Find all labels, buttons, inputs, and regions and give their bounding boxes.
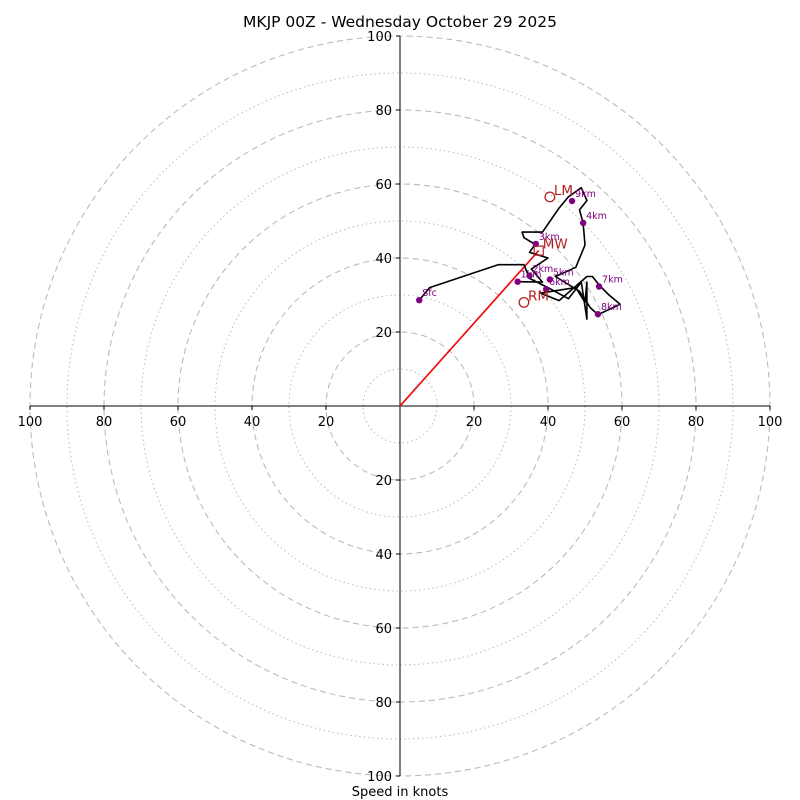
level-point-7km: [595, 283, 603, 290]
levels-layer: Sfc1km2km3km4km5km6km7km8km9km: [416, 189, 623, 318]
level-point-5km: [546, 276, 554, 283]
tick-label-y-top-60: 60: [375, 178, 392, 193]
level-point-8km: [594, 311, 602, 318]
level-label-4km: 4km: [586, 211, 607, 222]
trace-layer: [418, 186, 621, 320]
tick-label-y-bottom-40: 40: [375, 548, 392, 563]
ticks-layer: 100 80 60 40 20 20 40 60 80 100 100 80 60 40 20 20 40 60 8…: [18, 30, 783, 785]
tick-label-y-bottom-80: 80: [375, 696, 392, 711]
level-label-5km: 5km: [553, 267, 574, 278]
marker-mw-square: [533, 245, 544, 256]
markers-layer: LM MW RM: [518, 183, 573, 308]
marker-lm-label: LM: [554, 183, 573, 199]
level-label-sfc: Sfc: [422, 288, 437, 299]
tick-label-x-left-40: 40: [244, 415, 261, 430]
level-label-9km: 9km: [575, 189, 596, 200]
storm-motion-vector: [399, 250, 540, 407]
tick-label-y-bottom-20: 20: [375, 474, 392, 489]
hodograph-trace: [418, 186, 621, 320]
tick-label-x-right-100: 100: [758, 415, 783, 430]
tick-label-y-top-40: 40: [375, 252, 392, 267]
tick-label-x-left-20: 20: [318, 415, 335, 430]
chart-title: MKJP 00Z - Wednesday October 29 2025: [243, 13, 557, 31]
tick-label-y-top-80: 80: [375, 104, 392, 119]
level-point-1km: [514, 278, 521, 285]
marker-rm-circle: [518, 296, 530, 308]
tick-label-x-left-100: 100: [18, 415, 43, 430]
level-point-4km: [579, 219, 587, 227]
tick-label-x-right-20: 20: [466, 415, 483, 430]
tick-label-y-bottom-60: 60: [375, 622, 392, 637]
tick-label-x-right-80: 80: [688, 415, 705, 430]
tick-label-y-bottom-100: 100: [367, 770, 392, 785]
tick-label-x-right-60: 60: [614, 415, 631, 430]
tick-label-y-top-20: 20: [375, 326, 392, 341]
level-point-sfc: [416, 296, 423, 304]
tick-label-y-top-100: 100: [367, 30, 392, 45]
marker-lm-circle: [544, 191, 556, 203]
vector-layer: [399, 250, 540, 407]
marker-mw-label: MW: [543, 237, 568, 253]
level-label-2km: 2km: [533, 264, 554, 275]
tick-label-x-left-60: 60: [170, 415, 187, 430]
level-label-7km: 7km: [602, 274, 623, 285]
level-label-6km: 6km: [549, 277, 570, 288]
tick-label-x-right-40: 40: [540, 415, 557, 430]
marker-rm-label: RM: [528, 288, 549, 304]
level-point-2km: [526, 272, 533, 279]
level-point-9km: [568, 197, 576, 205]
level-label-3km: 3km: [539, 232, 560, 243]
x-axis-label: Speed in knots: [352, 785, 449, 800]
level-label-8km: 8km: [601, 302, 622, 313]
level-point-6km: [542, 285, 550, 293]
tick-label-x-left-80: 80: [96, 415, 113, 430]
